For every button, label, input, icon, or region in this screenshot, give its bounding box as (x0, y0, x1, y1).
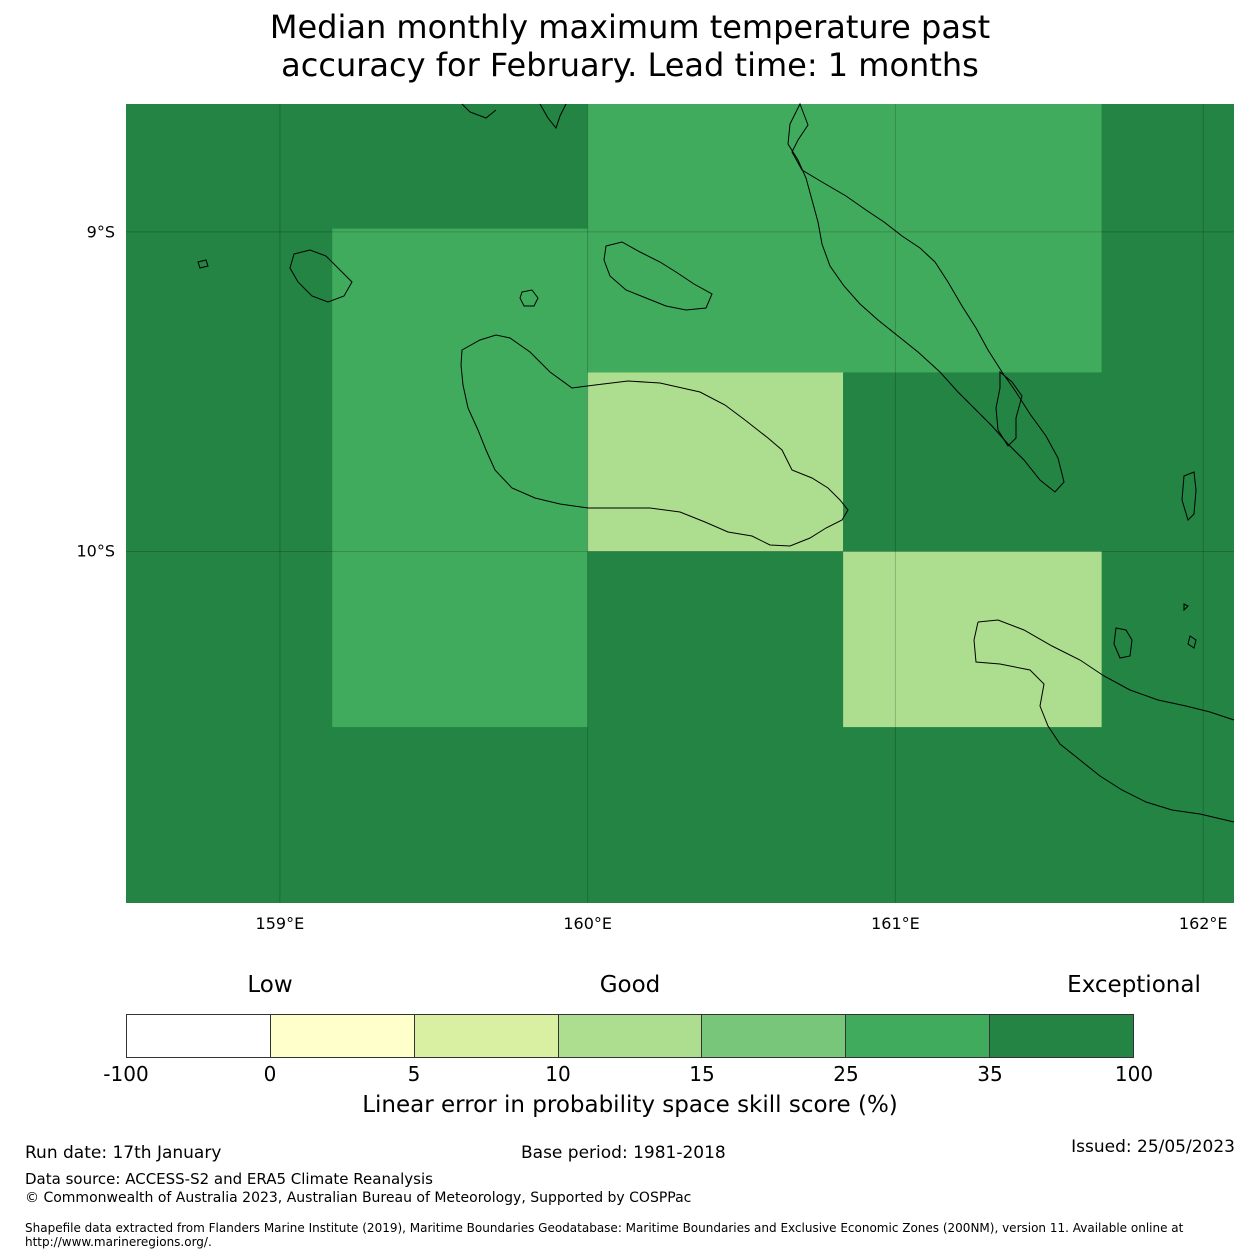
colorbar-segment-1 (270, 1015, 415, 1057)
coastline-islet-east (1183, 603, 1189, 612)
coastline-russell-islands (289, 249, 353, 303)
base-period: Base period: 1981-2018 (521, 1143, 726, 1163)
colorbar-segment-2 (414, 1015, 559, 1057)
colorbar-segment-3 (558, 1015, 703, 1057)
category-label-exceptional: Exceptional (1067, 972, 1201, 998)
coastline-makira (977, 619, 1235, 721)
coastline-islet-east-2 (1187, 635, 1197, 649)
colorbar-segment-0 (127, 1015, 271, 1057)
issued-date: Issued: 25/05/2023 (1071, 1137, 1235, 1157)
skill-cell-2 (332, 228, 588, 728)
run-date: Run date: 17th January (25, 1143, 222, 1163)
gridlines (126, 104, 1234, 903)
colorbar-segment-6 (990, 1015, 1134, 1057)
colorbar-tick-label: 35 (977, 1062, 1003, 1086)
y-tick-label: 9°S (86, 222, 115, 242)
colorbar (126, 1014, 1134, 1058)
skill-cell-10 (843, 727, 1102, 903)
colorbar-segment-5 (846, 1015, 991, 1057)
skill-cell-6 (587, 372, 844, 552)
skill-cell-8 (587, 551, 844, 903)
x-tick-label: 159°E (255, 914, 305, 933)
coastline-islet-west (197, 259, 209, 269)
coastline-florida-islands (603, 241, 713, 311)
colorbar-segment-4 (702, 1015, 847, 1057)
coastline-guadalcanal (460, 334, 849, 547)
x-tick-label: 161°E (871, 914, 920, 933)
coastline-new-georgia-tip (461, 103, 497, 119)
category-label-low: Low (247, 972, 293, 998)
coastline-islet-north (539, 103, 567, 130)
coastline-small-malaita (995, 370, 1023, 447)
coastline-makira-south (973, 621, 1235, 823)
skill-cell-9 (843, 551, 1102, 728)
colorbar-tick-label: 25 (833, 1062, 859, 1086)
copyright: © Commonwealth of Australia 2023, Austra… (25, 1190, 692, 1206)
skill-cells (126, 104, 1234, 904)
skill-cell-7 (843, 372, 1102, 552)
map-title-line-1: Median monthly maximum temperature past (269, 8, 991, 46)
data-source: Data source: ACCESS-S2 and ERA5 Climate … (25, 1170, 433, 1188)
skill-cell-0 (126, 104, 588, 229)
coastline-uki (1113, 627, 1133, 659)
colorbar-tick-label: 10 (545, 1062, 571, 1086)
map-title-line-2: accuracy for February. Lead time: 1 mont… (281, 46, 979, 84)
coastlines (197, 102, 1235, 823)
colorbar-title: Linear error in probability space skill … (362, 1092, 898, 1118)
coastline-savo (519, 289, 539, 307)
colorbar-tick-label: 100 (1114, 1062, 1154, 1086)
shapefile-credit: Shapefile data extracted from Flanders M… (25, 1221, 1184, 1249)
colorbar-tick-label: 0 (263, 1062, 277, 1086)
coastline-malaita (787, 102, 1065, 493)
colorbar-tick-label: -100 (103, 1062, 149, 1086)
y-tick-label: 10°S (76, 541, 115, 561)
colorbar-tick-label: 5 (407, 1062, 421, 1086)
skill-map (126, 102, 1235, 904)
skill-cell-4 (587, 104, 1102, 373)
skill-cell-5 (1101, 104, 1234, 903)
category-label-good: Good (599, 972, 661, 998)
coastline-ulawa (1181, 471, 1197, 521)
x-tick-label: 162°E (1178, 914, 1228, 933)
skill-cell-1 (126, 228, 333, 904)
x-tick-label: 160°E (563, 914, 612, 933)
colorbar-tick-label: 15 (689, 1062, 715, 1086)
skill-cell-3 (332, 727, 588, 903)
